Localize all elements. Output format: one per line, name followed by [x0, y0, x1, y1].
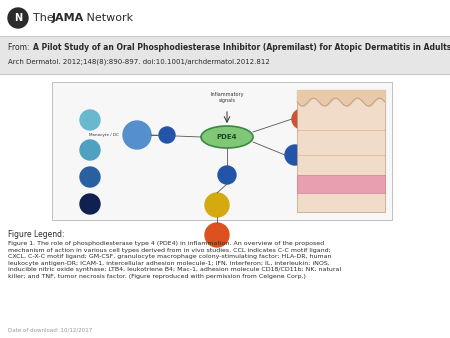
Circle shape — [205, 223, 229, 247]
Circle shape — [159, 127, 175, 143]
Circle shape — [8, 8, 28, 28]
FancyBboxPatch shape — [52, 82, 392, 220]
Text: Arch Dermatol. 2012;148(8):890-897. doi:10.1001/archdermatol.2012.812: Arch Dermatol. 2012;148(8):890-897. doi:… — [8, 59, 270, 65]
FancyBboxPatch shape — [297, 175, 385, 193]
Circle shape — [218, 166, 236, 184]
Circle shape — [205, 193, 229, 217]
Text: From:: From: — [8, 44, 32, 52]
Circle shape — [80, 194, 100, 214]
FancyBboxPatch shape — [0, 36, 450, 74]
Text: Date of download: 10/12/2017: Date of download: 10/12/2017 — [8, 327, 92, 332]
Text: The: The — [33, 13, 57, 23]
Text: A Pilot Study of an Oral Phosphodiesterase Inhibitor (Apremilast) for Atopic Der: A Pilot Study of an Oral Phosphodiestera… — [33, 44, 450, 52]
Circle shape — [123, 121, 151, 149]
Circle shape — [80, 110, 100, 130]
Ellipse shape — [201, 126, 253, 148]
Circle shape — [285, 145, 305, 165]
FancyBboxPatch shape — [297, 90, 385, 212]
Text: Figure Legend:: Figure Legend: — [8, 230, 64, 239]
Text: Network: Network — [83, 13, 133, 23]
Circle shape — [80, 167, 100, 187]
Circle shape — [80, 140, 100, 160]
Circle shape — [292, 109, 312, 129]
FancyBboxPatch shape — [0, 0, 450, 36]
Text: Figure 1. The role of phosphodiesterase type 4 (PDE4) in inflammation. An overvi: Figure 1. The role of phosphodiesterase … — [8, 241, 341, 279]
Text: JAMA: JAMA — [52, 13, 84, 23]
FancyBboxPatch shape — [0, 74, 450, 338]
Text: N: N — [14, 13, 22, 23]
Text: PDE4: PDE4 — [217, 134, 237, 140]
Text: Inflammatory
signals: Inflammatory signals — [210, 92, 244, 103]
Text: Monocyte / DC: Monocyte / DC — [89, 133, 119, 137]
